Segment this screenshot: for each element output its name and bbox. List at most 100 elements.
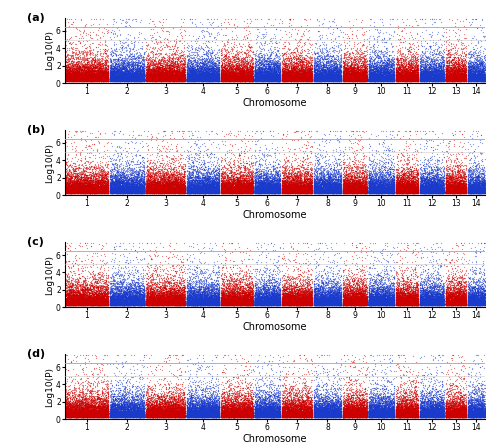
Point <box>125 402 133 409</box>
Point <box>214 299 222 306</box>
Point <box>110 411 118 418</box>
Point <box>86 414 94 421</box>
Point <box>455 297 463 304</box>
Point <box>76 297 84 305</box>
Point <box>418 411 426 418</box>
Point <box>218 301 226 308</box>
Point <box>90 412 98 419</box>
Point <box>360 182 368 189</box>
Point <box>274 301 281 309</box>
Point <box>450 179 458 186</box>
Point <box>112 413 120 420</box>
Point <box>326 185 334 192</box>
Point <box>467 185 475 192</box>
Point <box>362 181 370 188</box>
Point <box>69 397 77 405</box>
Point <box>448 177 456 184</box>
Point <box>150 405 158 412</box>
Point <box>290 409 298 417</box>
Point <box>86 186 94 194</box>
Point <box>114 279 122 286</box>
Point <box>432 410 440 417</box>
Point <box>275 78 283 85</box>
Point <box>204 186 212 193</box>
Point <box>148 410 156 417</box>
Point <box>283 411 291 418</box>
Point <box>299 77 307 84</box>
Point <box>394 413 402 421</box>
Point <box>374 189 382 196</box>
Point <box>272 164 280 171</box>
Point <box>265 70 273 78</box>
Point <box>317 296 325 303</box>
Point <box>424 409 432 416</box>
Point <box>254 183 262 190</box>
Point <box>458 299 466 306</box>
Point <box>186 412 194 419</box>
Point <box>312 75 320 82</box>
Point <box>164 294 172 301</box>
Point <box>334 77 342 84</box>
Point <box>478 78 486 85</box>
Point <box>322 392 330 400</box>
Point <box>118 408 126 415</box>
Point <box>429 137 437 144</box>
Point <box>239 408 247 415</box>
Point <box>327 297 335 305</box>
Point <box>74 72 82 79</box>
Point <box>329 297 337 304</box>
Point <box>348 188 356 195</box>
Point <box>112 76 120 83</box>
Point <box>110 179 118 186</box>
Point <box>319 407 327 414</box>
Point <box>104 69 112 76</box>
Point <box>168 413 175 420</box>
Point <box>173 61 181 68</box>
Point <box>344 188 351 195</box>
Point <box>165 384 173 392</box>
Point <box>368 298 376 306</box>
Point <box>320 300 328 307</box>
Point <box>400 74 407 81</box>
Point <box>471 47 479 54</box>
Point <box>326 78 334 85</box>
Point <box>442 181 450 188</box>
Point <box>252 188 260 195</box>
Point <box>284 76 292 83</box>
Point <box>396 299 404 306</box>
Point <box>264 298 272 306</box>
Point <box>162 392 170 400</box>
Point <box>156 189 164 196</box>
Point <box>228 404 235 411</box>
Point <box>166 70 174 78</box>
Point <box>274 410 282 417</box>
Point <box>404 293 411 301</box>
Point <box>240 189 248 196</box>
Point <box>352 182 360 189</box>
Point <box>300 273 308 281</box>
Point <box>314 290 322 297</box>
Point <box>472 405 480 412</box>
Point <box>442 78 450 85</box>
Point <box>92 407 100 414</box>
Point <box>138 413 146 421</box>
Point <box>388 78 396 85</box>
Point <box>72 300 80 307</box>
Point <box>96 405 104 413</box>
Point <box>350 75 358 83</box>
Point <box>117 411 125 418</box>
Point <box>201 300 209 307</box>
Point <box>393 190 401 197</box>
Point <box>234 301 241 309</box>
Point <box>310 73 318 80</box>
Point <box>330 413 338 421</box>
Point <box>371 169 379 177</box>
Point <box>313 407 321 414</box>
Point <box>408 414 416 421</box>
Point <box>470 413 478 420</box>
Point <box>312 300 320 307</box>
Point <box>384 74 392 82</box>
Point <box>224 59 232 66</box>
Point <box>64 403 72 410</box>
Point <box>267 404 275 411</box>
